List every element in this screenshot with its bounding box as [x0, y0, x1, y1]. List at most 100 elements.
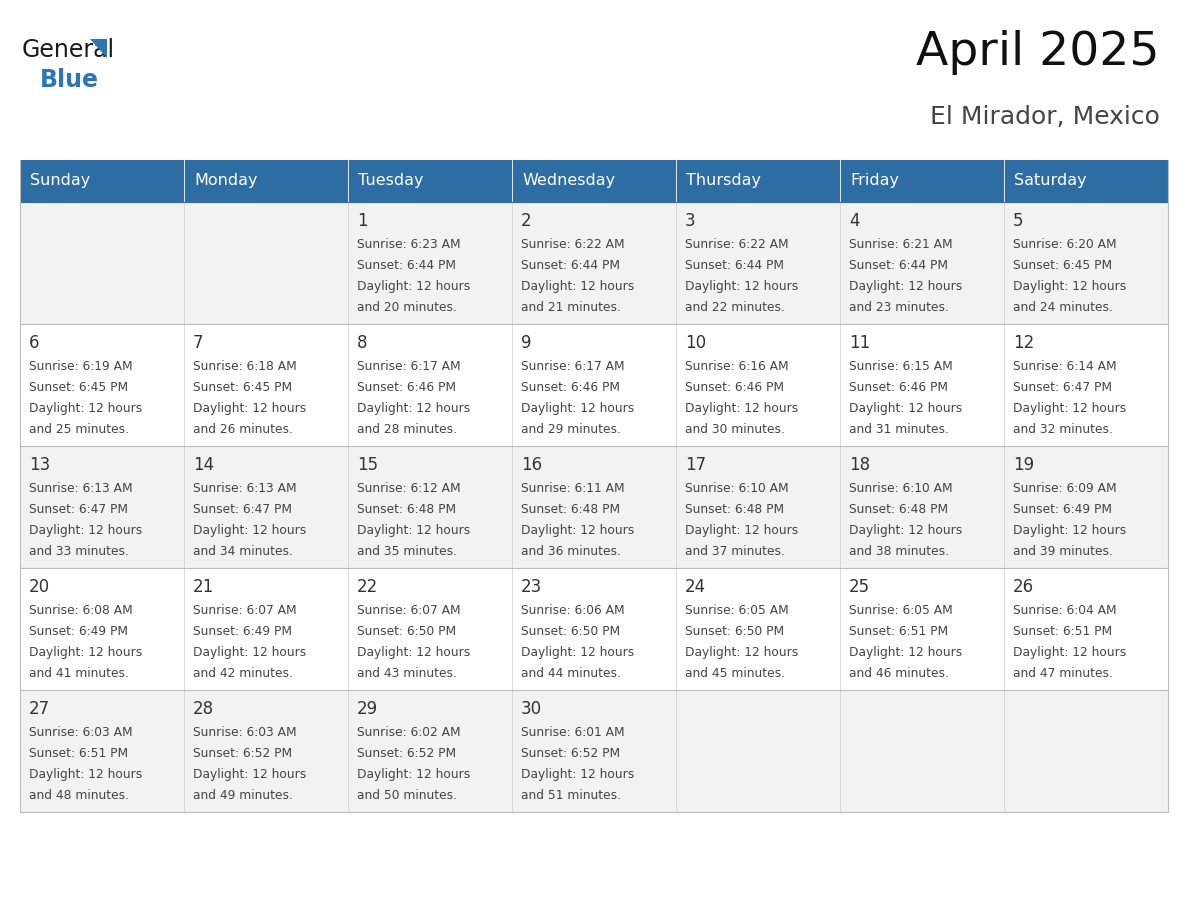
- Text: Sunrise: 6:16 AM: Sunrise: 6:16 AM: [685, 360, 789, 373]
- Text: and 21 minutes.: and 21 minutes.: [522, 301, 621, 314]
- Text: 7: 7: [192, 334, 203, 352]
- Text: 18: 18: [849, 456, 870, 474]
- Text: and 44 minutes.: and 44 minutes.: [522, 667, 621, 680]
- Text: Sunset: 6:47 PM: Sunset: 6:47 PM: [192, 503, 292, 516]
- Text: Sunset: 6:44 PM: Sunset: 6:44 PM: [849, 259, 948, 272]
- Text: and 22 minutes.: and 22 minutes.: [685, 301, 785, 314]
- Text: 2: 2: [522, 212, 531, 230]
- Text: and 30 minutes.: and 30 minutes.: [685, 423, 785, 436]
- Text: and 36 minutes.: and 36 minutes.: [522, 545, 621, 558]
- Text: Sunset: 6:47 PM: Sunset: 6:47 PM: [29, 503, 128, 516]
- Text: and 35 minutes.: and 35 minutes.: [358, 545, 457, 558]
- Text: 10: 10: [685, 334, 706, 352]
- Text: Sunrise: 6:02 AM: Sunrise: 6:02 AM: [358, 726, 461, 739]
- Text: and 33 minutes.: and 33 minutes.: [29, 545, 128, 558]
- Text: Sunset: 6:48 PM: Sunset: 6:48 PM: [849, 503, 948, 516]
- Text: Sunrise: 6:07 AM: Sunrise: 6:07 AM: [358, 604, 461, 617]
- Text: and 25 minutes.: and 25 minutes.: [29, 423, 129, 436]
- Text: Daylight: 12 hours: Daylight: 12 hours: [29, 646, 143, 659]
- Text: Sunrise: 6:06 AM: Sunrise: 6:06 AM: [522, 604, 625, 617]
- Text: Sunrise: 6:13 AM: Sunrise: 6:13 AM: [29, 482, 133, 495]
- Text: Daylight: 12 hours: Daylight: 12 hours: [192, 768, 307, 781]
- Bar: [20, 568, 1168, 690]
- Bar: [512, 160, 676, 202]
- Text: General: General: [23, 38, 115, 62]
- Text: 12: 12: [1013, 334, 1035, 352]
- Text: and 42 minutes.: and 42 minutes.: [192, 667, 293, 680]
- Text: Sunrise: 6:21 AM: Sunrise: 6:21 AM: [849, 238, 953, 251]
- Text: Sunrise: 6:22 AM: Sunrise: 6:22 AM: [522, 238, 625, 251]
- Text: Sunrise: 6:05 AM: Sunrise: 6:05 AM: [685, 604, 789, 617]
- Text: Daylight: 12 hours: Daylight: 12 hours: [849, 280, 962, 293]
- Text: Daylight: 12 hours: Daylight: 12 hours: [358, 280, 470, 293]
- Text: Monday: Monday: [194, 174, 258, 188]
- Text: Sunrise: 6:13 AM: Sunrise: 6:13 AM: [192, 482, 297, 495]
- Text: Daylight: 12 hours: Daylight: 12 hours: [192, 524, 307, 537]
- Text: and 29 minutes.: and 29 minutes.: [522, 423, 621, 436]
- Text: 17: 17: [685, 456, 706, 474]
- Text: El Mirador, Mexico: El Mirador, Mexico: [930, 105, 1159, 129]
- Text: Daylight: 12 hours: Daylight: 12 hours: [192, 402, 307, 415]
- Text: and 32 minutes.: and 32 minutes.: [1013, 423, 1113, 436]
- Text: 28: 28: [192, 700, 214, 718]
- Text: Daylight: 12 hours: Daylight: 12 hours: [522, 402, 634, 415]
- Text: Sunrise: 6:07 AM: Sunrise: 6:07 AM: [192, 604, 297, 617]
- Text: 19: 19: [1013, 456, 1034, 474]
- Text: Tuesday: Tuesday: [358, 174, 423, 188]
- Text: Daylight: 12 hours: Daylight: 12 hours: [192, 646, 307, 659]
- Text: April 2025: April 2025: [916, 30, 1159, 75]
- Text: Daylight: 12 hours: Daylight: 12 hours: [685, 646, 798, 659]
- Text: and 34 minutes.: and 34 minutes.: [192, 545, 293, 558]
- Text: Sunrise: 6:03 AM: Sunrise: 6:03 AM: [29, 726, 133, 739]
- Text: and 37 minutes.: and 37 minutes.: [685, 545, 785, 558]
- Text: Sunset: 6:49 PM: Sunset: 6:49 PM: [29, 625, 128, 638]
- Text: Daylight: 12 hours: Daylight: 12 hours: [29, 402, 143, 415]
- Text: 23: 23: [522, 578, 542, 596]
- Text: Sunset: 6:50 PM: Sunset: 6:50 PM: [358, 625, 456, 638]
- Text: 29: 29: [358, 700, 378, 718]
- Text: 8: 8: [358, 334, 367, 352]
- Text: Daylight: 12 hours: Daylight: 12 hours: [1013, 646, 1126, 659]
- Text: Sunrise: 6:14 AM: Sunrise: 6:14 AM: [1013, 360, 1117, 373]
- Text: 30: 30: [522, 700, 542, 718]
- Text: Sunset: 6:45 PM: Sunset: 6:45 PM: [1013, 259, 1112, 272]
- Text: Sunrise: 6:22 AM: Sunrise: 6:22 AM: [685, 238, 789, 251]
- Text: Blue: Blue: [40, 68, 99, 92]
- Text: Daylight: 12 hours: Daylight: 12 hours: [358, 646, 470, 659]
- Text: Sunrise: 6:17 AM: Sunrise: 6:17 AM: [358, 360, 461, 373]
- Text: Sunday: Sunday: [30, 174, 90, 188]
- Text: Daylight: 12 hours: Daylight: 12 hours: [358, 402, 470, 415]
- Text: Daylight: 12 hours: Daylight: 12 hours: [522, 646, 634, 659]
- Text: Sunset: 6:51 PM: Sunset: 6:51 PM: [1013, 625, 1112, 638]
- Text: 13: 13: [29, 456, 50, 474]
- Text: Sunrise: 6:20 AM: Sunrise: 6:20 AM: [1013, 238, 1117, 251]
- Text: 15: 15: [358, 456, 378, 474]
- Bar: [184, 160, 348, 202]
- Bar: [840, 160, 1004, 202]
- Bar: [676, 160, 840, 202]
- Text: Daylight: 12 hours: Daylight: 12 hours: [522, 524, 634, 537]
- Text: 14: 14: [192, 456, 214, 474]
- Bar: [20, 446, 1168, 568]
- Text: and 48 minutes.: and 48 minutes.: [29, 789, 129, 802]
- Text: Daylight: 12 hours: Daylight: 12 hours: [29, 524, 143, 537]
- Text: and 39 minutes.: and 39 minutes.: [1013, 545, 1113, 558]
- Text: Daylight: 12 hours: Daylight: 12 hours: [522, 768, 634, 781]
- Text: Sunset: 6:51 PM: Sunset: 6:51 PM: [29, 747, 128, 760]
- Text: 3: 3: [685, 212, 696, 230]
- Text: Daylight: 12 hours: Daylight: 12 hours: [685, 280, 798, 293]
- Text: Sunset: 6:50 PM: Sunset: 6:50 PM: [685, 625, 784, 638]
- Text: Daylight: 12 hours: Daylight: 12 hours: [358, 768, 470, 781]
- Text: and 47 minutes.: and 47 minutes.: [1013, 667, 1113, 680]
- Text: Sunrise: 6:09 AM: Sunrise: 6:09 AM: [1013, 482, 1117, 495]
- Text: Friday: Friday: [849, 174, 899, 188]
- Text: Sunrise: 6:17 AM: Sunrise: 6:17 AM: [522, 360, 625, 373]
- Text: and 24 minutes.: and 24 minutes.: [1013, 301, 1113, 314]
- Polygon shape: [90, 39, 107, 58]
- Bar: [20, 690, 1168, 812]
- Text: 20: 20: [29, 578, 50, 596]
- Text: Sunset: 6:45 PM: Sunset: 6:45 PM: [192, 381, 292, 394]
- Text: Sunrise: 6:03 AM: Sunrise: 6:03 AM: [192, 726, 297, 739]
- Text: Daylight: 12 hours: Daylight: 12 hours: [685, 524, 798, 537]
- Text: 4: 4: [849, 212, 859, 230]
